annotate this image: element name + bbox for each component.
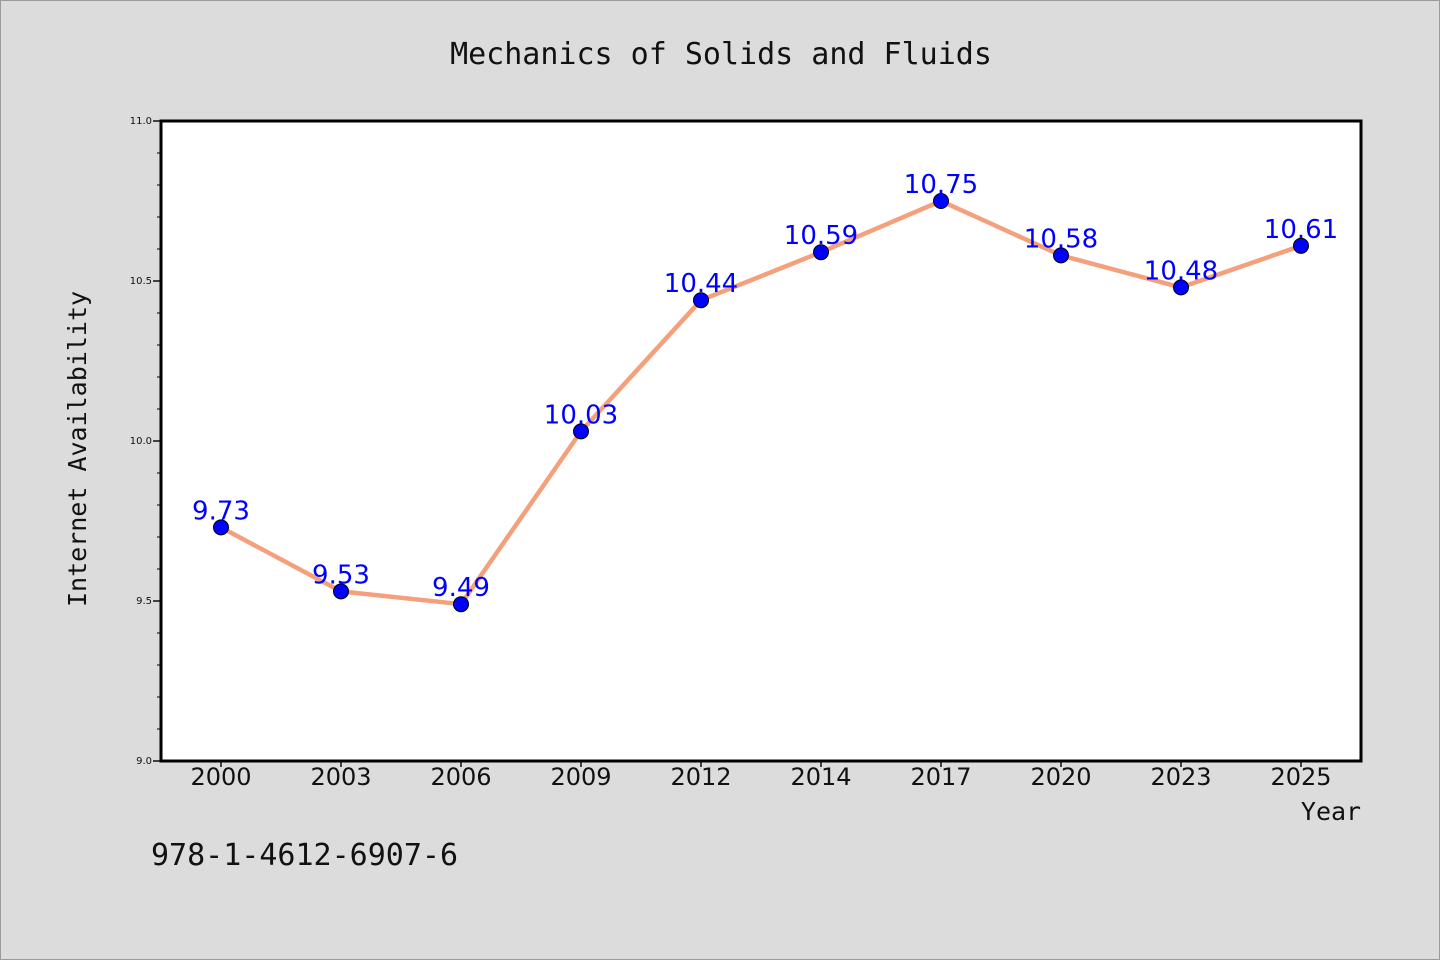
data-point	[1293, 237, 1309, 254]
series-layer	[218, 198, 1304, 607]
x-tick-label: 2006	[430, 763, 491, 791]
data-point	[693, 292, 709, 309]
data-point	[333, 583, 349, 600]
x-tick-label: 2014	[790, 763, 851, 791]
y-axis-label: Internet Availability	[63, 291, 92, 607]
y-tick-label: 10.0	[130, 436, 152, 447]
data-point	[1053, 247, 1069, 264]
plot-frame	[159, 119, 1363, 763]
data-label: 10.44	[664, 269, 738, 299]
data-label: 9.53	[312, 560, 370, 590]
data-point	[453, 596, 469, 613]
x-tick-label: 2020	[1030, 763, 1091, 791]
series-line	[218, 198, 1304, 607]
x-tick-label: 2003	[310, 763, 371, 791]
data-label: 10.75	[904, 170, 978, 200]
y-tick-label: 9.5	[136, 596, 152, 607]
x-axis-label: Year	[1301, 797, 1361, 826]
y-tick-label: 9.0	[136, 756, 152, 767]
data-point	[1173, 279, 1189, 296]
chart-title: Mechanics of Solids and Fluids	[450, 37, 992, 72]
data-label: 10.61	[1264, 215, 1338, 245]
data-label: 9.49	[432, 573, 490, 603]
x-axis-ticks: 2000 2003 2006 2009 2012 2014 2017 2020 2023 2025	[190, 761, 1332, 791]
x-tick-label: 2012	[670, 763, 731, 791]
isbn-text: 978-1-4612-6907-6	[151, 838, 458, 873]
y-tick-label: 10.5	[130, 276, 152, 287]
data-label-layer: 9.73 9.53 9.49 10.03 10.44 10.59 10.75 10.58 10.…	[192, 170, 1338, 603]
data-point	[813, 244, 829, 261]
data-point	[933, 193, 949, 209]
y-tick-label: 11.0	[130, 116, 152, 127]
data-label: 10.59	[784, 221, 858, 251]
x-tick-label: 2023	[1150, 763, 1211, 791]
x-tick-label: 2017	[910, 763, 971, 791]
data-label: 9.73	[192, 496, 250, 526]
x-tick-label: 2025	[1270, 763, 1331, 791]
x-tick-label: 2000	[190, 763, 251, 791]
y-axis-ticks: 9.0 9.5 10.0 10.5 11.0	[130, 116, 161, 767]
x-tick-label: 2009	[550, 763, 611, 791]
data-point	[573, 423, 589, 440]
marker-layer	[213, 193, 1309, 613]
data-label: 10.48	[1144, 256, 1218, 286]
data-point	[213, 519, 229, 536]
plot-area	[161, 121, 1361, 761]
data-label: 10.03	[544, 400, 618, 430]
data-label: 10.58	[1024, 224, 1098, 254]
